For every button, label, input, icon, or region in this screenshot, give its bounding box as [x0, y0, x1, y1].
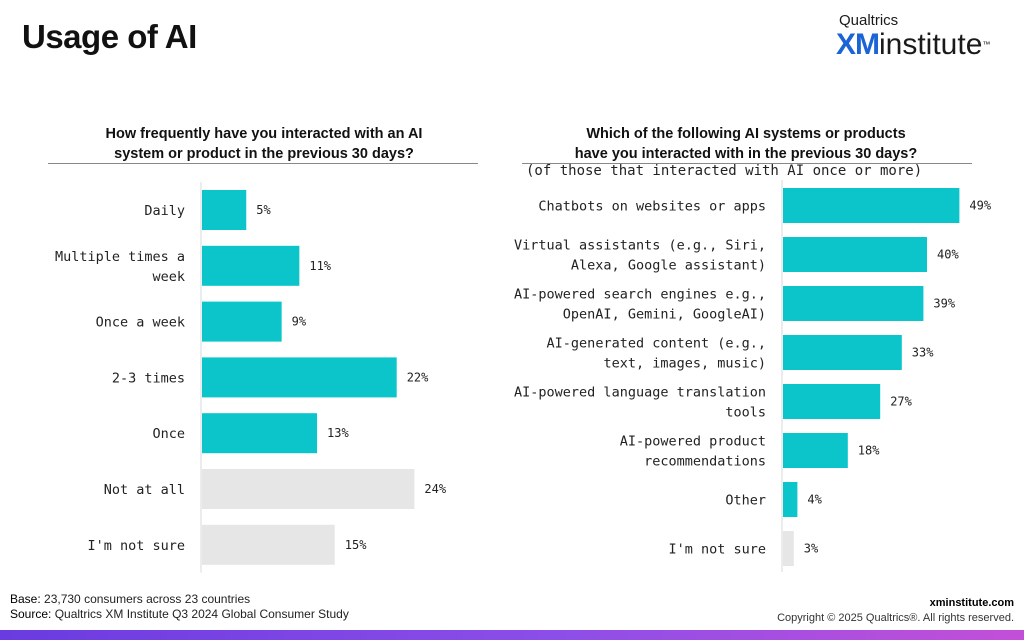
category-label: Not at all — [104, 482, 185, 498]
value-label: 9% — [292, 315, 307, 329]
xm-institute-logo[interactable]: Qualtrics XMinstitute™ — [836, 12, 1008, 61]
left-chart-title: How frequently have you interacted with … — [48, 124, 480, 164]
category-label: Once a week — [96, 315, 185, 331]
value-label: 27% — [890, 395, 912, 409]
category-label: Multiple times a — [55, 249, 185, 265]
bar — [202, 301, 282, 342]
value-label: 11% — [309, 259, 331, 273]
value-label: 49% — [969, 199, 991, 213]
bar — [202, 190, 247, 230]
source-text: Qualtrics XM Institute Q3 2024 Global Co… — [54, 607, 349, 621]
right-title-rule — [522, 163, 972, 164]
right-chart-title-line2: have you interacted with in the previous… — [574, 146, 918, 162]
category-label: AI-generated content (e.g., — [547, 336, 766, 352]
bar — [202, 413, 318, 454]
value-label: 3% — [804, 542, 819, 556]
category-label: 2-3 times — [112, 370, 185, 386]
category-label: AI-powered language translation — [514, 385, 766, 401]
bar — [202, 357, 397, 398]
bar — [202, 245, 300, 286]
bar — [783, 433, 848, 468]
bar — [783, 335, 902, 370]
value-label: 5% — [256, 203, 271, 217]
bar — [783, 531, 794, 566]
value-label: 40% — [937, 248, 959, 262]
bar — [202, 524, 335, 565]
source-label: Source: — [10, 607, 52, 621]
logo-institute-text: institute — [879, 28, 983, 61]
right-bar-chart: 49% Chatbots on websites or apps 40% Virtua… — [514, 180, 992, 572]
category-label: Virtual assistants (e.g., Siri, — [514, 238, 766, 254]
value-label: 22% — [407, 370, 429, 384]
category-label: AI-powered search engines e.g., — [514, 287, 766, 303]
left-chart-title-line1: How frequently have you interacted with … — [105, 126, 423, 142]
right-chart-title-line1: Which of the following AI systems or pro… — [586, 126, 906, 142]
category-label: Other — [725, 493, 766, 509]
category-label: I'm not sure — [87, 538, 185, 554]
bar — [202, 469, 415, 509]
value-label: 39% — [933, 297, 955, 311]
left-bar-chart: 5% Daily 11% Multiple times a week 9% Once a w… — [55, 182, 447, 573]
footer-right: xminstitute.com Copyright © 2025 Qualtri… — [777, 596, 1014, 626]
category-label: Alexa, Google assistant) — [571, 258, 766, 274]
bar — [783, 188, 960, 223]
category-label: recommendations — [644, 454, 766, 470]
category-label: text, images, music) — [603, 356, 766, 372]
value-label: 13% — [327, 426, 349, 440]
logo-trademark: ™ — [982, 40, 991, 49]
value-label: 18% — [858, 444, 880, 458]
footer-notes: Base: 23,730 consumers across 23 countri… — [10, 592, 349, 622]
page-title: Usage of AI — [22, 18, 197, 55]
left-title-rule — [48, 163, 478, 164]
footer-gradient-bar — [0, 630, 1024, 640]
bar — [783, 384, 881, 419]
value-label: 15% — [345, 538, 367, 552]
base-text: 23,730 consumers across 23 countries — [44, 592, 251, 606]
copyright-text: Copyright © 2025 Qualtrics®. All rights … — [777, 612, 1014, 624]
category-label: OpenAI, Gemini, GoogleAI) — [563, 307, 766, 323]
value-label: 33% — [912, 346, 934, 360]
left-chart-title-line2: system or product in the previous 30 day… — [114, 146, 414, 162]
category-label: tools — [725, 405, 766, 421]
category-label: Daily — [144, 203, 185, 219]
category-label: Chatbots on websites or apps — [538, 199, 766, 215]
logo-qualtrics-text: Qualtrics — [839, 12, 899, 29]
logo-xm-text: XM — [836, 28, 880, 61]
category-label: week — [152, 269, 185, 285]
bar — [783, 286, 924, 321]
category-label: Once — [152, 426, 185, 442]
category-label: I'm not sure — [668, 542, 766, 558]
category-label: AI-powered product — [620, 434, 766, 450]
value-label: 24% — [424, 482, 446, 496]
site-link[interactable]: xminstitute.com — [929, 597, 1014, 609]
value-label: 4% — [807, 493, 822, 507]
right-chart-title: Which of the following AI systems or pro… — [520, 124, 972, 164]
bar — [783, 482, 798, 517]
bar — [783, 237, 927, 272]
base-label: Base: — [10, 592, 41, 606]
right-chart-subtitle: (of those that interacted with AI once o… — [526, 163, 923, 179]
